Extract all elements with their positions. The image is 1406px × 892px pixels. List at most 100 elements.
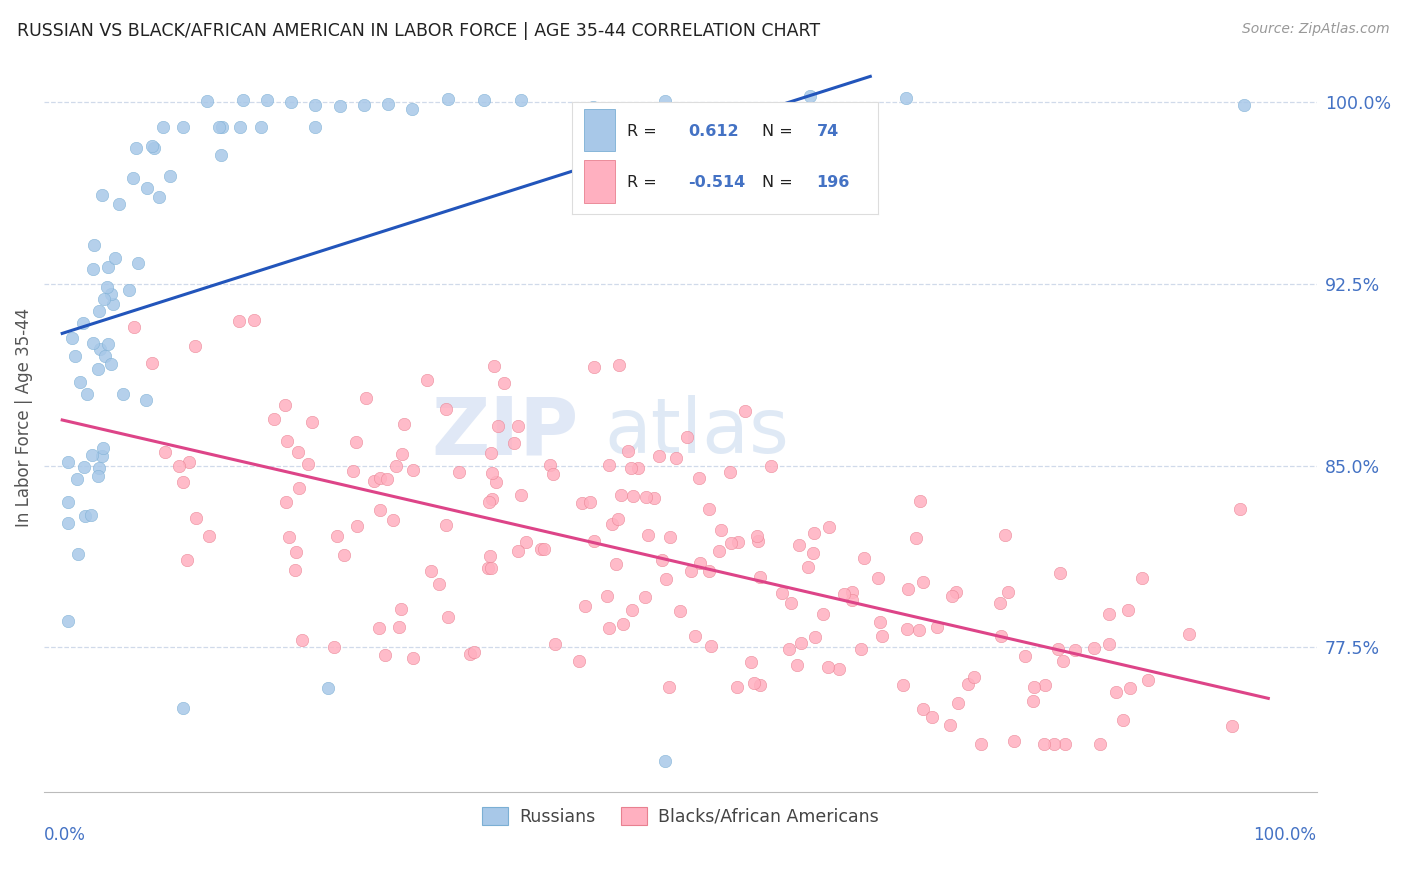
- Point: [148, 190, 170, 204]
- Point: [291, 632, 314, 647]
- Point: [492, 376, 515, 390]
- Point: [100, 357, 122, 371]
- Point: [610, 488, 633, 502]
- Point: [582, 360, 605, 375]
- Point: [87, 469, 110, 483]
- Point: [392, 417, 415, 431]
- Point: [970, 737, 993, 751]
- Point: [502, 435, 524, 450]
- Point: [530, 541, 553, 556]
- Point: [458, 648, 481, 662]
- Point: [375, 472, 398, 486]
- Point: [429, 577, 451, 591]
- Point: [346, 519, 368, 533]
- Point: [463, 645, 485, 659]
- Point: [485, 475, 508, 489]
- Point: [921, 710, 943, 724]
- Point: [941, 589, 963, 603]
- Point: [679, 564, 702, 578]
- Point: [329, 99, 352, 113]
- Point: [634, 590, 657, 604]
- Point: [740, 655, 762, 669]
- Point: [747, 534, 769, 549]
- Point: [1136, 673, 1159, 687]
- Point: [834, 587, 856, 601]
- Point: [582, 100, 605, 114]
- Point: [688, 471, 710, 485]
- Point: [66, 472, 89, 486]
- Point: [1046, 642, 1069, 657]
- Point: [107, 196, 129, 211]
- Point: [481, 466, 503, 480]
- Text: ZIP: ZIP: [432, 393, 578, 471]
- Point: [274, 398, 297, 412]
- Point: [869, 615, 891, 630]
- Point: [141, 138, 163, 153]
- Point: [1014, 648, 1036, 663]
- Point: [118, 283, 141, 297]
- Point: [1233, 98, 1256, 112]
- Point: [284, 563, 307, 577]
- Point: [1104, 685, 1126, 699]
- Point: [437, 92, 460, 106]
- Point: [734, 403, 756, 417]
- Point: [176, 553, 198, 567]
- Point: [790, 636, 813, 650]
- Point: [374, 648, 396, 663]
- Point: [301, 415, 323, 429]
- Point: [58, 516, 80, 531]
- Point: [870, 629, 893, 643]
- Point: [1053, 737, 1076, 751]
- Point: [420, 565, 443, 579]
- Point: [568, 654, 591, 668]
- Point: [1063, 643, 1085, 657]
- Point: [368, 471, 391, 485]
- Point: [801, 546, 824, 560]
- Point: [796, 560, 818, 574]
- Point: [910, 493, 932, 508]
- Point: [416, 373, 439, 387]
- Point: [927, 620, 949, 634]
- Point: [749, 678, 772, 692]
- Point: [353, 98, 375, 112]
- Point: [994, 528, 1017, 542]
- Text: 0.0%: 0.0%: [44, 826, 86, 844]
- Point: [617, 444, 640, 458]
- Point: [195, 94, 218, 108]
- Point: [112, 387, 135, 401]
- Point: [655, 572, 678, 586]
- Point: [634, 490, 657, 504]
- Point: [389, 602, 412, 616]
- Point: [543, 637, 565, 651]
- Point: [1033, 678, 1056, 692]
- Point: [67, 547, 90, 561]
- Point: [332, 548, 354, 562]
- Point: [948, 697, 970, 711]
- Point: [912, 574, 935, 589]
- Point: [82, 336, 104, 351]
- Point: [817, 660, 839, 674]
- Point: [94, 349, 117, 363]
- Point: [449, 465, 471, 479]
- Point: [602, 517, 624, 532]
- Point: [122, 320, 145, 334]
- Point: [72, 460, 94, 475]
- Point: [256, 94, 278, 108]
- Point: [945, 585, 967, 599]
- Point: [401, 102, 423, 116]
- Point: [232, 93, 254, 107]
- Point: [153, 445, 176, 459]
- Point: [1097, 637, 1119, 651]
- Point: [184, 339, 207, 353]
- Point: [479, 446, 502, 460]
- Point: [578, 495, 600, 509]
- Point: [725, 681, 748, 695]
- Point: [658, 680, 681, 694]
- Point: [91, 449, 114, 463]
- Point: [228, 314, 250, 328]
- Point: [506, 419, 529, 434]
- Point: [786, 658, 808, 673]
- Point: [402, 463, 425, 477]
- Point: [478, 549, 501, 563]
- Point: [482, 359, 505, 373]
